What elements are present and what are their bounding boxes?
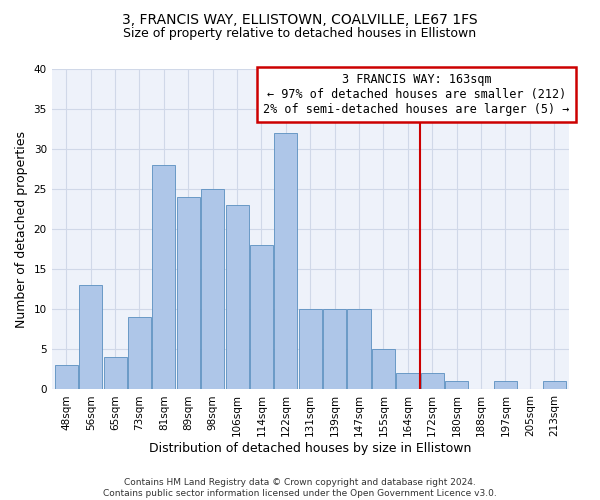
Bar	[372, 350, 395, 390]
Bar	[128, 318, 151, 390]
Bar	[396, 374, 419, 390]
Bar	[55, 366, 78, 390]
Text: 3, FRANCIS WAY, ELLISTOWN, COALVILLE, LE67 1FS: 3, FRANCIS WAY, ELLISTOWN, COALVILLE, LE…	[122, 12, 478, 26]
Y-axis label: Number of detached properties: Number of detached properties	[15, 130, 28, 328]
Bar	[79, 286, 102, 390]
Bar	[421, 374, 444, 390]
Bar	[323, 310, 346, 390]
Bar	[347, 310, 371, 390]
Bar	[274, 133, 298, 390]
Text: 3 FRANCIS WAY: 163sqm
← 97% of detached houses are smaller (212)
2% of semi-deta: 3 FRANCIS WAY: 163sqm ← 97% of detached …	[263, 73, 569, 116]
Bar	[542, 382, 566, 390]
Bar	[299, 310, 322, 390]
Bar	[494, 382, 517, 390]
Bar	[445, 382, 468, 390]
Bar	[226, 205, 248, 390]
Bar	[104, 358, 127, 390]
X-axis label: Distribution of detached houses by size in Ellistown: Distribution of detached houses by size …	[149, 442, 472, 455]
Bar	[152, 165, 175, 390]
Bar	[177, 197, 200, 390]
Bar	[250, 246, 273, 390]
Text: Size of property relative to detached houses in Ellistown: Size of property relative to detached ho…	[124, 28, 476, 40]
Text: Contains HM Land Registry data © Crown copyright and database right 2024.
Contai: Contains HM Land Registry data © Crown c…	[103, 478, 497, 498]
Bar	[201, 189, 224, 390]
